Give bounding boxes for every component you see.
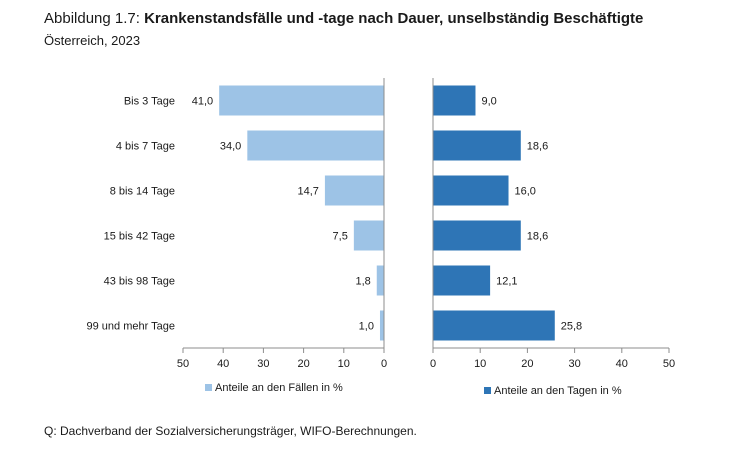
tick-label-faelle-5: 10: [338, 358, 350, 370]
figure-title-text: Krankenstandsfälle und -tage nach Dauer,…: [144, 10, 644, 27]
tick-label-faelle-2: 40: [217, 358, 229, 370]
bar-faelle-4: [353, 220, 384, 251]
bar-faelle-3: [324, 175, 384, 206]
tick-label-faelle-4: 20: [297, 358, 309, 370]
legend-swatch-faelle: [205, 384, 212, 391]
data-label-tage-1: 9,0: [481, 96, 496, 108]
legend-swatch-tage: [484, 387, 491, 394]
category-label-6: 99 und mehr Tage: [87, 321, 175, 333]
figure-label: Abbildung 1.7:: [44, 10, 140, 27]
tick-label-faelle-6: 0: [381, 358, 387, 370]
bar-tage-5: [433, 265, 491, 296]
legend-label-faelle: Anteile an den Fällen in %: [215, 382, 343, 394]
tick-label-faelle-1: 50: [177, 358, 189, 370]
data-label-faelle-6: 1,0: [359, 321, 374, 333]
category-label-2: 4 bis 7 Tage: [116, 141, 175, 153]
data-label-faelle-5: 1,8: [355, 276, 370, 288]
category-label-4: 15 bis 42 Tage: [104, 231, 175, 243]
bar-tage-4: [433, 220, 521, 251]
tick-label-tage-4: 30: [568, 358, 580, 370]
legend-label-tage: Anteile an den Tagen in %: [494, 385, 622, 397]
category-label-5: 43 bis 98 Tage: [104, 276, 175, 288]
source-note: Q: Dachverband der Sozialversicherungstr…: [44, 424, 417, 438]
tick-label-faelle-3: 30: [257, 358, 269, 370]
data-label-tage-4: 18,6: [527, 231, 548, 243]
data-label-tage-3: 16,0: [515, 186, 536, 198]
data-label-tage-6: 25,8: [561, 321, 582, 333]
data-label-tage-2: 18,6: [527, 141, 548, 153]
tick-label-tage-2: 10: [474, 358, 486, 370]
data-label-faelle-3: 14,7: [297, 186, 318, 198]
data-label-faelle-4: 7,5: [333, 231, 348, 243]
right-panel-tage: 9,0 18,6 16,0 18,6 12,1 25,8 0 10 20 30 40 50 Anteil…: [430, 78, 675, 397]
left-panel-faelle: 41,0 Bis 3 Tage 34,0 4 bis 7 Tage 14,7 8 bis …: [87, 78, 387, 394]
tick-label-tage-5: 40: [616, 358, 628, 370]
category-label-1: Bis 3 Tage: [124, 96, 175, 108]
bar-tage-3: [433, 175, 509, 206]
figure-subtitle: Österreich, 2023: [44, 33, 141, 48]
tick-label-tage-3: 20: [521, 358, 533, 370]
bar-faelle-1: [219, 85, 384, 116]
figure-title: Abbildung 1.7: Krankenstandsfälle und -t…: [44, 9, 643, 29]
category-label-3: 8 bis 14 Tage: [110, 186, 175, 198]
tick-label-tage-6: 50: [663, 358, 675, 370]
bar-faelle-5: [376, 265, 384, 296]
data-label-tage-5: 12,1: [496, 276, 517, 288]
bar-faelle-2: [247, 130, 384, 161]
data-label-faelle-2: 34,0: [220, 141, 241, 153]
tick-label-tage-1: 0: [430, 358, 436, 370]
bar-tage-1: [433, 85, 476, 116]
bar-tage-6: [433, 310, 555, 341]
bar-faelle-6: [379, 310, 384, 341]
bar-tage-2: [433, 130, 521, 161]
data-label-faelle-1: 41,0: [192, 96, 213, 108]
